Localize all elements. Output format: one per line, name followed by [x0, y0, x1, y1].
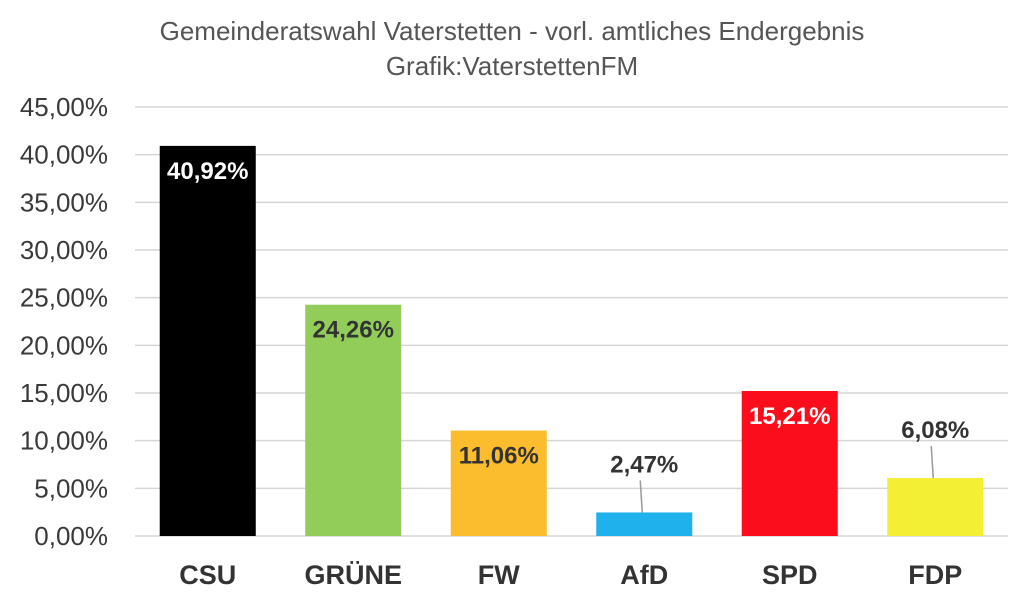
- bar-fdp: [887, 478, 984, 536]
- y-axis-ticks: 0,00% 5,00% 10,00% 15,00% 20,00% 25,00% 30,00%…: [20, 92, 108, 551]
- data-label: 11,06%: [459, 443, 539, 470]
- bar-afd: [596, 512, 693, 536]
- chart-title: Gemeinderatswahl Vaterstetten - vorl. am…: [160, 16, 865, 46]
- data-label-leader: [639, 480, 643, 513]
- data-labels: 40,92% 24,26% 11,06% 2,47% 15,21% 6,08%: [167, 158, 969, 513]
- x-tick-label: SPD: [762, 560, 818, 590]
- x-tick-label: AfD: [620, 560, 668, 590]
- x-tick-label: FDP: [908, 560, 962, 590]
- data-label: 40,92%: [167, 158, 248, 185]
- y-tick-label: 20,00%: [20, 330, 108, 360]
- x-tick-label: CSU: [179, 560, 236, 590]
- x-tick-label: GRÜNE: [304, 560, 402, 590]
- bar-spd: [741, 390, 838, 536]
- data-label-leader: [930, 445, 934, 479]
- y-tick-label: 0,00%: [34, 521, 108, 551]
- y-tick-label: 45,00%: [20, 92, 108, 122]
- y-tick-label: 30,00%: [20, 235, 108, 265]
- y-tick-label: 10,00%: [20, 426, 108, 456]
- x-tick-label: FW: [478, 560, 520, 590]
- data-label: 24,26%: [313, 317, 394, 344]
- x-axis-ticks: CSU GRÜNE FW AfD SPD FDP: [179, 560, 962, 590]
- y-tick-label: 40,00%: [20, 140, 108, 170]
- y-tick-label: 35,00%: [20, 187, 108, 217]
- y-tick-label: 25,00%: [20, 283, 108, 313]
- data-label: 15,21%: [749, 403, 830, 430]
- data-label: 2,47%: [610, 451, 678, 478]
- bars: [159, 145, 984, 536]
- bar-csu: [159, 145, 256, 536]
- gridlines: [135, 106, 1008, 537]
- y-tick-label: 15,00%: [20, 378, 108, 408]
- y-tick-label: 5,00%: [34, 473, 108, 503]
- chart-subtitle: Grafik:VaterstettenFM: [386, 51, 638, 81]
- data-label: 6,08%: [901, 417, 969, 444]
- bar-grüne: [305, 304, 402, 536]
- bar-fw: [450, 430, 547, 536]
